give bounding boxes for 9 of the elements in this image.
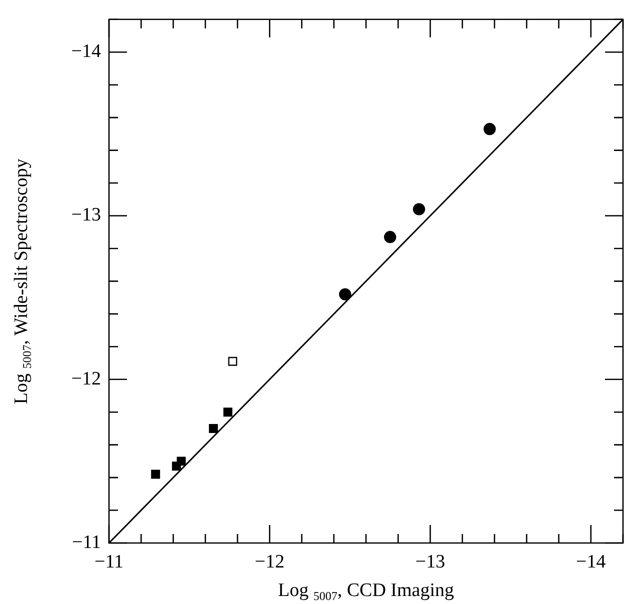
x-tick-label: −12 <box>254 551 284 572</box>
x-tick-label: −11 <box>94 551 124 572</box>
y-tick-label: −13 <box>71 204 101 226</box>
y-axis-title: Log 5007, Wide-slit Spectroscopy <box>10 158 34 404</box>
y-tick-label: −14 <box>71 41 102 62</box>
x-tick-label: −13 <box>415 551 446 572</box>
y-tick-label: −12 <box>71 368 101 390</box>
x-tick-label: −14 <box>576 551 606 572</box>
y-tick-label: −11 <box>72 532 101 553</box>
